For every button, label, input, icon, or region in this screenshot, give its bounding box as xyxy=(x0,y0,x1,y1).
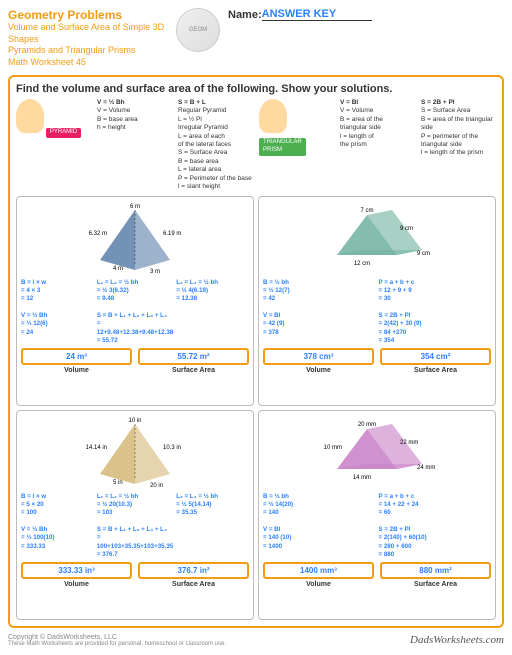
svg-text:7 cm: 7 cm xyxy=(360,208,373,214)
svg-text:12 cm: 12 cm xyxy=(354,261,370,267)
sa-answer: 880 mm² xyxy=(380,562,491,579)
calculations: B = l × w= 4 × 3= 12 V = ⅓ Bh= ⅓ 12(6)= … xyxy=(21,279,249,346)
calculations: B = ½ bh= ½ 14(20)= 140 V = Bl= 140 (10)… xyxy=(263,493,491,560)
header: Geometry Problems Volume and Surface Are… xyxy=(8,8,504,69)
problem-cell: 7 cm 9 cm 12 cm 9 cm B = ½ bh= ½ 12(7)= … xyxy=(258,196,496,406)
svg-text:9 cm: 9 cm xyxy=(417,251,430,257)
svg-text:3 m: 3 m xyxy=(150,269,160,275)
calculations: B = l × w= 5 × 20= 100 V = ⅓ Bh= ⅓ 100(1… xyxy=(21,493,249,560)
svg-text:5 in: 5 in xyxy=(113,480,123,486)
brand: DadsWorksheets.com xyxy=(410,634,504,646)
svg-text:6.19 m: 6.19 m xyxy=(163,231,181,237)
sub2: Pyramids and Triangular Prisms xyxy=(8,45,168,57)
prism-tag: TRIANGULAR PRISM xyxy=(259,138,306,156)
pyramid-shape: 10 in 14.14 in 10.3 in 5 in 20 in xyxy=(85,419,185,489)
sub3: Math Worksheet 45 xyxy=(8,57,168,69)
calculations: B = ½ bh= ½ 12(7)= 42 V = Bl= 42 (9)= 37… xyxy=(263,279,491,346)
problem-grid: 6 m 6.32 m 6.19 m 4 m 3 m B = l × w= 4 ×… xyxy=(16,196,496,620)
sa-answer: 55.72 m² xyxy=(138,348,249,365)
problem-cell: 20 mm 22 mm 14 mm 24 mm 10 mm B = ½ bh= … xyxy=(258,410,496,620)
main-box: Find the volume and surface area of the … xyxy=(8,75,504,628)
volume-answer: 24 m³ xyxy=(21,348,132,365)
pyramid-shape: 6 m 6.32 m 6.19 m 4 m 3 m xyxy=(85,205,185,275)
sa-answer: 376.7 in² xyxy=(138,562,249,579)
legend: PYRAMID V = ⅓ Bh V = Volume B = base are… xyxy=(16,99,496,192)
svg-text:10 mm: 10 mm xyxy=(324,445,342,451)
svg-text:10.3 in: 10.3 in xyxy=(163,445,181,451)
pyramid-tag: PYRAMID xyxy=(46,128,81,138)
svg-text:6 m: 6 m xyxy=(130,204,140,210)
svg-text:4 m: 4 m xyxy=(113,266,123,272)
svg-text:20 mm: 20 mm xyxy=(358,422,376,428)
sub1: Volume and Surface Area of Simple 3D Sha… xyxy=(8,22,168,45)
volume-answer: 378 cm³ xyxy=(263,348,374,365)
instructions: Find the volume and surface area of the … xyxy=(16,83,496,95)
prism-shape: 20 mm 22 mm 14 mm 24 mm 10 mm xyxy=(322,419,432,489)
svg-text:14 mm: 14 mm xyxy=(353,475,371,481)
svg-text:22 mm: 22 mm xyxy=(400,440,418,446)
svg-text:20 in: 20 in xyxy=(150,483,163,489)
footer: Copyright © DadsWorksheets, LLC These Ma… xyxy=(8,634,504,647)
logo-icon: GEOM xyxy=(176,8,220,52)
kid-icon xyxy=(259,99,287,133)
svg-text:9 cm: 9 cm xyxy=(400,226,413,232)
svg-text:14.14 in: 14.14 in xyxy=(86,445,107,451)
prism-shape: 7 cm 9 cm 12 cm 9 cm xyxy=(322,205,432,275)
title: Geometry Problems xyxy=(8,8,168,22)
problem-cell: 6 m 6.32 m 6.19 m 4 m 3 m B = l × w= 4 ×… xyxy=(16,196,254,406)
svg-text:10 in: 10 in xyxy=(128,418,141,424)
volume-answer: 333.33 in³ xyxy=(21,562,132,579)
kid-icon xyxy=(16,99,44,133)
svg-text:6.32 m: 6.32 m xyxy=(89,231,107,237)
name-field: Name: ANSWER KEY xyxy=(228,8,504,21)
volume-answer: 1400 mm³ xyxy=(263,562,374,579)
problem-cell: 10 in 14.14 in 10.3 in 5 in 20 in B = l … xyxy=(16,410,254,620)
svg-text:24 mm: 24 mm xyxy=(417,465,435,471)
sa-answer: 354 cm² xyxy=(380,348,491,365)
